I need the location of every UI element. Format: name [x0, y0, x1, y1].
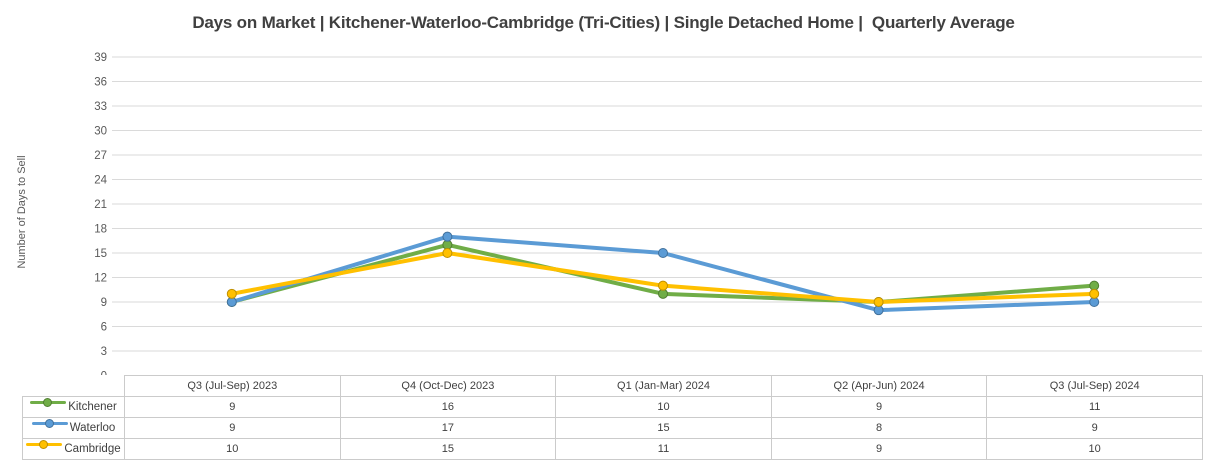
y-tick-label: 36: [94, 77, 107, 89]
data-point-marker: [226, 288, 237, 299]
data-point-marker: [442, 239, 453, 250]
data-point-marker: [1089, 288, 1100, 299]
legend-corner-cell: [23, 376, 125, 397]
table-row-cambridge: Cambridge 10 15 11 9 10: [22, 438, 1203, 460]
value-cell: 9: [770, 396, 988, 418]
data-point-marker: [873, 305, 884, 316]
data-point-marker: [873, 297, 884, 307]
data-point-marker: [658, 248, 668, 258]
value-cell: 9: [770, 438, 988, 460]
data-point-marker: [226, 297, 237, 307]
waterloo-line-marker-icon: [31, 418, 68, 429]
y-tick-label: 33: [94, 101, 107, 113]
chart-data-table: Q3 (Jul-Sep) 2023 Q4 (Oct-Dec) 2023 Q1 (…: [22, 375, 1203, 460]
cambridge-line-marker-icon: [26, 439, 63, 450]
value-cell: 11: [986, 396, 1203, 418]
value-cell: 10: [124, 438, 341, 460]
data-point-marker: [442, 248, 453, 258]
data-point-marker: [442, 231, 453, 242]
y-tick-label: 15: [94, 248, 107, 260]
column-header-q2-2024: Q2 (Apr-Jun) 2024: [770, 375, 988, 397]
column-header-q4-2023: Q4 (Oct-Dec) 2023: [339, 375, 557, 397]
y-tick-label: 27: [94, 150, 107, 162]
value-cell: 16: [339, 396, 557, 418]
table-row-kitchener: Kitchener 9 16 10 9 11: [22, 396, 1203, 418]
value-cell: 11: [555, 438, 772, 460]
data-point-marker: [658, 280, 668, 291]
y-tick-label: 18: [94, 224, 107, 236]
table-header-row: Q3 (Jul-Sep) 2023 Q4 (Oct-Dec) 2023 Q1 (…: [23, 375, 1203, 397]
y-tick-label: 9: [101, 297, 107, 309]
y-tick-label: 21: [94, 199, 107, 211]
column-header-q1-2024: Q1 (Jan-Mar) 2024: [555, 375, 772, 397]
data-point-marker: [1089, 297, 1100, 307]
value-cell: 17: [339, 417, 557, 439]
column-header-q3-2023: Q3 (Jul-Sep) 2023: [124, 375, 341, 397]
data-point-marker: [1089, 280, 1100, 291]
value-cell: 15: [555, 417, 772, 439]
y-tick-label: 30: [94, 126, 107, 138]
chart-title: Days on Market | Kitchener-Waterloo-Camb…: [192, 13, 1015, 32]
value-cell: 8: [770, 417, 988, 439]
legend-label-kitchener: Kitchener: [68, 401, 117, 413]
value-cell: 9: [124, 396, 341, 418]
value-cell: 15: [339, 438, 557, 460]
legend-cell-cambridge: Cambridge: [22, 438, 125, 460]
data-point-marker: [658, 288, 668, 299]
legend-cell-waterloo: Waterloo: [22, 417, 125, 439]
kitchener-line-marker-icon: [30, 397, 67, 408]
y-tick-label: 39: [94, 52, 107, 64]
y-tick-label: 12: [94, 273, 107, 285]
value-cell: 9: [124, 417, 341, 439]
value-cell: 9: [986, 417, 1203, 439]
y-tick-label: 3: [101, 346, 107, 358]
column-header-q3-2024: Q3 (Jul-Sep) 2024: [986, 375, 1203, 397]
legend-label-waterloo: Waterloo: [69, 422, 116, 434]
y-tick-label: 24: [94, 175, 107, 187]
table-row-waterloo: Waterloo 9 17 15 8 9: [22, 417, 1203, 439]
value-cell: 10: [986, 438, 1203, 460]
legend-label-cambridge: Cambridge: [64, 443, 121, 455]
legend-cell-kitchener: Kitchener: [22, 396, 125, 418]
value-cell: 10: [555, 396, 772, 418]
y-tick-label: 6: [101, 322, 107, 334]
